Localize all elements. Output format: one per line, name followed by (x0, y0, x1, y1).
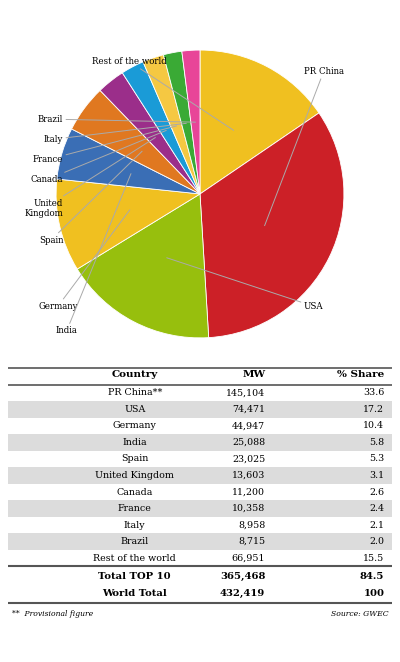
Text: Country: Country (112, 370, 158, 379)
Text: Total TOP 10: Total TOP 10 (98, 572, 171, 581)
Wedge shape (77, 194, 209, 338)
Text: PR China**: PR China** (108, 389, 162, 397)
Text: United
Kingdom: United Kingdom (24, 138, 155, 218)
Text: Rest of the world: Rest of the world (92, 57, 234, 130)
Text: Rest of the world: Rest of the world (93, 553, 176, 563)
Text: TOP 10 CUMULATIVE CAPACITY DEC 2015: TOP 10 CUMULATIVE CAPACITY DEC 2015 (48, 5, 352, 17)
Text: Spain: Spain (39, 151, 142, 244)
Bar (8, 500, 392, 517)
Text: Italy: Italy (44, 123, 186, 144)
Text: France: France (33, 126, 176, 164)
Wedge shape (100, 73, 200, 194)
Text: 432,419: 432,419 (220, 589, 265, 598)
Text: India: India (56, 173, 131, 335)
Bar (8, 534, 392, 550)
Wedge shape (57, 129, 200, 194)
Text: 2.1: 2.1 (369, 520, 384, 530)
Text: 15.5: 15.5 (363, 553, 384, 563)
Text: 10,358: 10,358 (232, 504, 265, 513)
Text: USA: USA (167, 258, 323, 310)
Wedge shape (200, 113, 344, 338)
Text: Brazil: Brazil (38, 115, 196, 124)
Text: MW: MW (242, 370, 265, 379)
Wedge shape (164, 51, 200, 194)
Text: 2.6: 2.6 (369, 487, 384, 496)
Text: 2.4: 2.4 (369, 504, 384, 513)
Text: France: France (118, 504, 152, 513)
Text: 2.0: 2.0 (369, 537, 384, 546)
Text: 11,200: 11,200 (232, 487, 265, 496)
Text: 23,025: 23,025 (232, 455, 265, 463)
Text: 10.4: 10.4 (363, 422, 384, 430)
Text: 365,468: 365,468 (220, 572, 265, 581)
Wedge shape (200, 50, 319, 194)
Wedge shape (56, 179, 200, 269)
Wedge shape (72, 91, 200, 194)
Bar (8, 434, 392, 451)
Text: United Kingdom: United Kingdom (95, 471, 174, 480)
Text: 74,471: 74,471 (232, 405, 265, 414)
Text: 13,603: 13,603 (232, 471, 265, 480)
Text: PR China: PR China (264, 67, 344, 226)
Text: Canada: Canada (116, 487, 153, 496)
Bar (8, 467, 392, 484)
Wedge shape (122, 62, 200, 194)
Text: World Total: World Total (102, 589, 167, 598)
Text: USA: USA (124, 405, 146, 414)
Text: 145,104: 145,104 (226, 389, 265, 397)
Text: Germany: Germany (38, 210, 130, 310)
Text: 5.8: 5.8 (369, 438, 384, 447)
Text: 25,088: 25,088 (232, 438, 265, 447)
Text: India: India (122, 438, 147, 447)
Wedge shape (143, 55, 200, 194)
Text: 100: 100 (363, 589, 384, 598)
Text: 44,947: 44,947 (232, 422, 265, 430)
Text: Source: GWEC: Source: GWEC (330, 610, 388, 618)
Text: 8,715: 8,715 (238, 537, 265, 546)
Text: 17.2: 17.2 (363, 405, 384, 414)
Text: Italy: Italy (124, 520, 146, 530)
Text: % Share: % Share (337, 370, 384, 379)
Wedge shape (182, 50, 200, 194)
Text: Brazil: Brazil (120, 537, 149, 546)
Text: 33.6: 33.6 (363, 389, 384, 397)
Text: 8,958: 8,958 (238, 520, 265, 530)
Text: 3.1: 3.1 (369, 471, 384, 480)
Text: 5.3: 5.3 (369, 455, 384, 463)
Text: Spain: Spain (121, 455, 148, 463)
Text: 66,951: 66,951 (232, 553, 265, 563)
Text: Germany: Germany (113, 422, 157, 430)
Text: 84.5: 84.5 (360, 572, 384, 581)
Bar (8, 401, 392, 418)
Text: Canada: Canada (31, 130, 166, 184)
Text: **  Provisional figure: ** Provisional figure (12, 610, 93, 618)
